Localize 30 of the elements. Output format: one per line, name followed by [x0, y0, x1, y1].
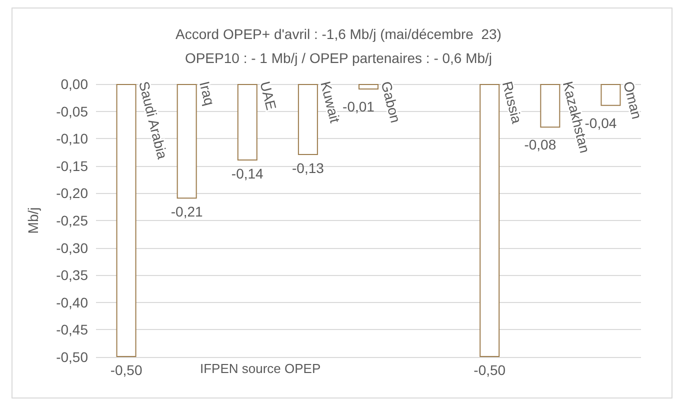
data-label: -0,21 [170, 204, 203, 220]
x-tick-label: Russia [499, 80, 526, 126]
x-tick-label: UAE [257, 80, 280, 112]
x-tick-label: Kuwait [318, 80, 344, 124]
data-label: -0,13 [292, 160, 324, 176]
data-label: -0,50 [474, 362, 506, 378]
y-tick-label: -0,20 [56, 185, 88, 202]
x-tick-label: Saudi Arabia [136, 80, 171, 161]
y-axis-title: Mb/j [25, 207, 41, 234]
chart-title: Accord OPEP+ d'avril : -1,6 Mb/j (mai/décembre 23) [176, 26, 502, 42]
y-tick-label: -0,25 [56, 212, 88, 228]
y-tick-label: -0,15 [56, 158, 88, 174]
y-tick-label: -0,30 [56, 240, 88, 256]
data-label: -0,01 [342, 98, 375, 114]
y-tick-label: -0,10 [56, 130, 88, 147]
x-tick-label: Oman [620, 80, 646, 121]
chart-subtitle: OPEP10 : - 1 Mb/j / OPEP partenaires : - 0,6 Mb/j [184, 50, 492, 66]
data-label: -0,14 [231, 165, 264, 182]
data-label: -0,50 [110, 362, 142, 378]
x-tick-label: Iraq [196, 80, 218, 107]
y-tick-label: 0,00 [60, 76, 88, 92]
y-tick-label: -0,45 [56, 322, 88, 338]
data-label: -0,08 [524, 136, 556, 153]
data-label: -0,04 [584, 114, 617, 131]
text: IFPEN source OPEP [200, 361, 321, 376]
y-tick-label: -0,35 [56, 267, 88, 284]
x-tick-label: Gabon [378, 80, 404, 124]
y-tick-label: -0,05 [56, 103, 88, 120]
y-tick-label: -0,50 [56, 349, 88, 365]
y-tick-label: -0,40 [56, 294, 88, 310]
